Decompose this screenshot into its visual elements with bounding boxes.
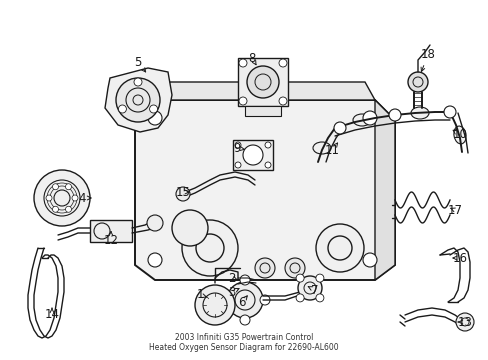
Circle shape	[260, 295, 269, 305]
Text: 4: 4	[78, 192, 85, 204]
Polygon shape	[135, 100, 394, 280]
Circle shape	[296, 294, 304, 302]
Ellipse shape	[410, 107, 428, 119]
Circle shape	[52, 206, 59, 212]
Polygon shape	[374, 100, 394, 280]
Text: 7: 7	[311, 284, 318, 297]
Bar	[90, 220, 132, 242]
Bar	[238, 58, 287, 106]
Text: 14: 14	[44, 309, 60, 321]
Circle shape	[333, 122, 346, 134]
Text: 12: 12	[103, 234, 118, 247]
Circle shape	[149, 105, 157, 113]
Circle shape	[285, 258, 305, 278]
Text: 5: 5	[134, 55, 142, 68]
Circle shape	[239, 97, 246, 105]
Circle shape	[118, 105, 126, 113]
Circle shape	[407, 72, 427, 92]
Circle shape	[315, 224, 363, 272]
Text: 13: 13	[457, 315, 471, 328]
Circle shape	[443, 106, 455, 118]
Circle shape	[315, 274, 323, 282]
Circle shape	[176, 187, 190, 201]
Circle shape	[296, 274, 304, 282]
Circle shape	[72, 195, 78, 201]
Text: 2: 2	[228, 271, 235, 284]
Text: 6: 6	[238, 296, 245, 309]
Circle shape	[315, 294, 323, 302]
Circle shape	[279, 97, 286, 105]
Circle shape	[264, 162, 270, 168]
Circle shape	[65, 184, 71, 190]
Circle shape	[148, 111, 162, 125]
Polygon shape	[160, 82, 374, 100]
Circle shape	[134, 78, 142, 86]
Circle shape	[46, 195, 52, 201]
Circle shape	[220, 295, 229, 305]
Circle shape	[254, 258, 274, 278]
Circle shape	[246, 66, 279, 98]
Text: 15: 15	[175, 185, 190, 198]
Ellipse shape	[352, 114, 370, 126]
Circle shape	[362, 111, 376, 125]
Text: 3: 3	[228, 285, 235, 298]
Text: 18: 18	[420, 49, 434, 62]
Circle shape	[226, 282, 263, 318]
Circle shape	[239, 59, 246, 67]
Circle shape	[297, 276, 321, 300]
Circle shape	[264, 142, 270, 148]
Text: 17: 17	[447, 203, 462, 216]
Circle shape	[182, 220, 238, 276]
Text: 10: 10	[451, 129, 467, 141]
Text: 16: 16	[451, 252, 467, 265]
Circle shape	[279, 59, 286, 67]
Circle shape	[52, 184, 59, 190]
Circle shape	[195, 285, 235, 325]
Text: 8: 8	[248, 51, 255, 64]
Circle shape	[148, 253, 162, 267]
Circle shape	[240, 275, 249, 285]
Polygon shape	[105, 68, 172, 132]
Bar	[232, 140, 272, 170]
Circle shape	[116, 78, 160, 122]
Circle shape	[362, 253, 376, 267]
Text: 1: 1	[196, 288, 203, 302]
Text: 9: 9	[233, 141, 240, 154]
Circle shape	[34, 170, 90, 226]
Ellipse shape	[453, 126, 465, 144]
Circle shape	[147, 215, 163, 231]
Circle shape	[235, 142, 241, 148]
Ellipse shape	[312, 142, 330, 154]
Circle shape	[455, 313, 473, 331]
Circle shape	[240, 315, 249, 325]
Circle shape	[65, 206, 71, 212]
Bar	[244, 106, 281, 116]
Circle shape	[243, 145, 263, 165]
Text: 11: 11	[324, 144, 339, 157]
Circle shape	[388, 109, 400, 121]
Circle shape	[235, 162, 241, 168]
Text: 2003 Infiniti G35 Powertrain Control
Heated Oxygen Sensor Diagram for 22690-AL60: 2003 Infiniti G35 Powertrain Control Hea…	[149, 333, 338, 352]
Circle shape	[172, 210, 207, 246]
